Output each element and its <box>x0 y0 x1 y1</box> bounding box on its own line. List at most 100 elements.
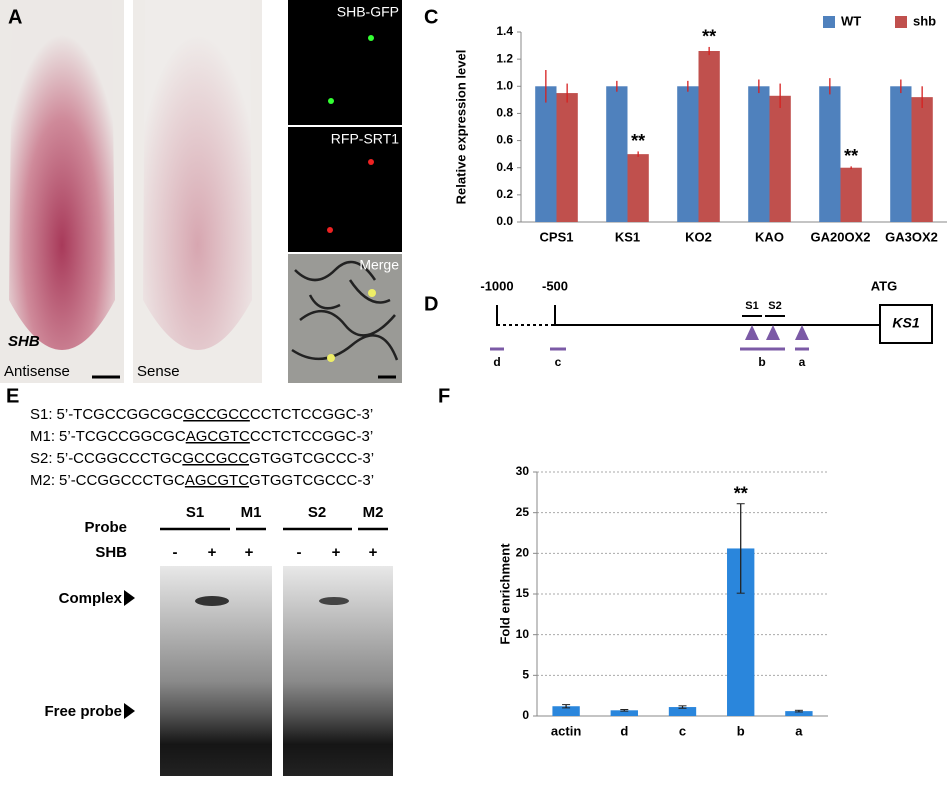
sequence: S1: 5’-TCGCCGGCGCGCCGCCCCTCTCCGGC-3’ <box>30 406 373 423</box>
image-label: Antisense <box>4 363 70 380</box>
sequence: M1: 5’-TCGCCGGCGCAGCGTCCCTCTCCGGC-3’ <box>30 428 373 445</box>
sequence-suffix: CCTCTCCGGC-3’ <box>250 406 373 423</box>
sequence-prefix: 5’-CCGGCCCTGC <box>57 450 183 467</box>
bar <box>819 86 841 223</box>
probe-label: S2 <box>308 504 326 521</box>
band-label: Free probe <box>44 703 122 720</box>
y-axis-title: Relative expression level <box>453 50 468 205</box>
significance: ** <box>734 483 748 503</box>
significance: ** <box>844 146 858 166</box>
y-tick-label: 1.4 <box>496 24 513 38</box>
x-tick-label: KO2 <box>685 229 712 244</box>
gene-label: SHB <box>8 333 40 350</box>
bar <box>840 167 862 222</box>
image-label: Merge <box>359 257 399 273</box>
bar <box>610 710 638 716</box>
lane-label: + <box>369 544 378 561</box>
y-tick-label: 0.8 <box>496 106 513 120</box>
bar <box>535 86 557 223</box>
bar <box>698 51 720 222</box>
image-label: Sense <box>137 363 180 380</box>
y-tick-label: 15 <box>516 586 530 600</box>
panel-label: F <box>438 385 450 407</box>
position-label: -1000 <box>480 278 513 293</box>
significance: ** <box>631 131 645 151</box>
band <box>319 597 349 605</box>
y-tick-label: 1.0 <box>496 78 513 92</box>
sequence-label: S1: <box>30 406 53 423</box>
spot <box>327 227 333 233</box>
legend-swatch <box>823 16 835 28</box>
panel-label: C <box>424 6 438 28</box>
band-label: Complex <box>59 590 123 607</box>
root-sense <box>143 0 252 350</box>
y-tick-label: 0.4 <box>496 160 513 174</box>
bar <box>627 154 649 222</box>
x-tick-label: d <box>620 723 628 738</box>
y-axis-title: Fold enrichment <box>497 543 512 645</box>
y-tick-label: 5 <box>522 668 529 682</box>
sequence-prefix: 5’-TCGCCGGCGC <box>57 406 184 423</box>
arrow <box>124 703 135 719</box>
promoter-diagram <box>496 304 933 344</box>
sequence-label: M1: <box>30 428 55 445</box>
panel-label: D <box>424 293 438 315</box>
sequence-core: AGCGTC <box>185 472 249 489</box>
sequence-label: S2: <box>30 450 53 467</box>
y-tick-label: 20 <box>516 546 530 560</box>
legend-swatch <box>895 16 907 28</box>
x-tick-label: a <box>795 723 803 738</box>
probe-label: M1 <box>241 504 262 521</box>
probe-label: S1 <box>186 504 204 521</box>
y-tick-label: 0.2 <box>496 187 513 201</box>
sequence-label: M2: <box>30 472 55 489</box>
image <box>288 127 402 252</box>
legend-label: shb <box>913 13 936 28</box>
region-label: c <box>555 355 562 369</box>
sequence: M2: 5’-CCGGCCCTGCAGCGTCGTGGTCGCCC-3’ <box>30 472 374 489</box>
sequence-core: AGCGTC <box>186 428 250 445</box>
bar <box>668 707 697 716</box>
position-label: -500 <box>542 278 568 293</box>
y-tick-label: 25 <box>516 505 530 519</box>
region-label: b <box>758 355 765 369</box>
bar <box>911 97 933 222</box>
probe-label: M2 <box>363 504 384 521</box>
y-tick-label: 10 <box>516 627 530 641</box>
bar <box>748 86 770 223</box>
spot <box>368 35 374 41</box>
panel-label: E <box>6 385 19 407</box>
row-label: Probe <box>84 519 127 536</box>
legend-label: WT <box>841 13 861 28</box>
sequence-prefix: 5’-TCGCCGGCGC <box>59 428 186 445</box>
image-label: SHB-GFP <box>337 4 399 20</box>
y-tick-label: 0.0 <box>496 214 513 228</box>
x-tick-label: CPS1 <box>540 229 574 244</box>
spot <box>368 289 376 297</box>
row-label: SHB <box>95 544 127 561</box>
binding-sites <box>745 325 809 340</box>
site-label: S1 <box>745 300 758 312</box>
panel-label: B <box>293 6 307 28</box>
x-tick-label: GA20OX2 <box>811 229 871 244</box>
y-tick-label: 1.2 <box>496 51 513 65</box>
x-tick-label: b <box>737 723 745 738</box>
sequence-suffix: CCTCTCCGGC-3’ <box>250 428 373 445</box>
lane-label: - <box>297 544 302 561</box>
sequence-core: GCCGCC <box>183 406 250 423</box>
lane-label: + <box>245 544 254 561</box>
bar <box>890 86 912 223</box>
panel-label: A <box>8 6 22 28</box>
x-tick-label: actin <box>551 723 581 738</box>
arrow <box>124 590 135 606</box>
sequence-core: GCCGCC <box>182 450 249 467</box>
image-label: RFP-SRT1 <box>331 131 399 147</box>
region-label: d <box>493 355 500 369</box>
x-tick-label: KAO <box>755 229 784 244</box>
y-tick-label: 0.6 <box>496 133 513 147</box>
spot <box>328 98 334 104</box>
bar <box>677 86 699 223</box>
position-label: ATG <box>871 278 897 293</box>
root-antisense <box>9 0 115 350</box>
